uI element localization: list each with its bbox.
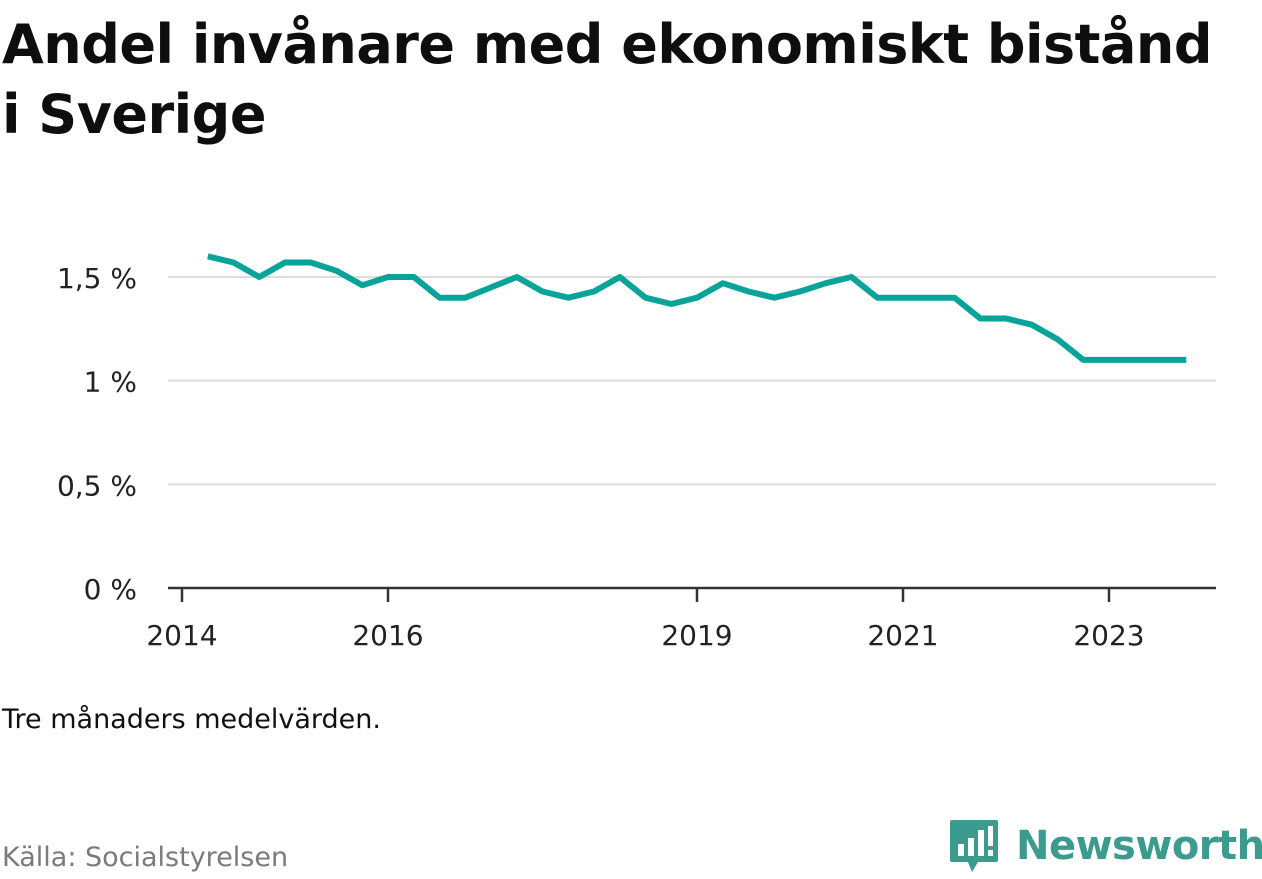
brand-name: Newsworthy [1016,823,1262,869]
y-tick-label: 0 % [84,573,137,606]
source-credit: Källa: Socialstyrelsen [2,842,289,873]
chart-title: Andel invånare med ekonomiskt bistånd i … [2,13,1213,146]
newsworthy-logo-icon [950,820,998,872]
y-tick-label: 0,5 % [57,469,137,502]
x-tick-label: 2021 [867,619,938,652]
line-chart: 0 % 0,5 % 1 % 1,5 % 2014 2016 2019 2021 2023 [57,253,1216,652]
y-tick-label: 1 % [84,366,137,399]
brand: Newsworthy [948,818,1262,874]
grid-lines [168,276,1216,486]
x-tick-label: 2019 [661,619,732,652]
x-axis-tick-labels: 2014 2016 2019 2021 2023 [146,619,1144,652]
x-axis [168,586,1216,602]
y-axis-tick-labels: 0 % 0,5 % 1 % 1,5 % [57,262,137,606]
chart-note: Tre månaders medelvärden. [2,704,381,735]
x-tick-label: 2023 [1073,619,1144,652]
y-tick-label: 1,5 % [57,262,137,295]
x-tick-label: 2014 [146,619,217,652]
series-line [207,253,1187,363]
x-tick-label: 2016 [352,619,423,652]
series-layer [207,253,1187,363]
